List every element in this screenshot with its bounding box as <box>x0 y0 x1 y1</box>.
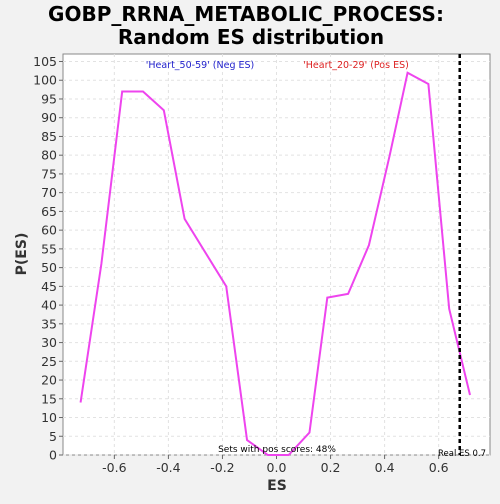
x-tick-label: 0.2 <box>321 460 341 475</box>
y-tick-label: 30 <box>41 335 57 350</box>
x-tick-label: -0.6 <box>102 460 126 475</box>
y-tick-label: 45 <box>41 279 57 294</box>
y-tick-label: 65 <box>41 204 57 219</box>
y-tick-label: 105 <box>33 54 57 69</box>
y-tick-label: 55 <box>41 241 57 256</box>
y-tick-label: 90 <box>41 110 57 125</box>
real-es-label: Real ES 0.7 <box>438 449 486 459</box>
y-tick-label: 70 <box>41 185 57 200</box>
y-tick-label: 95 <box>41 91 57 106</box>
y-tick-label: 85 <box>41 129 57 144</box>
y-tick-label: 20 <box>41 373 57 388</box>
x-axis-label: ES <box>267 478 287 494</box>
pos-es-label: 'Heart_20-29' (Pos ES) <box>303 60 409 71</box>
y-tick-label: 10 <box>41 410 57 425</box>
y-tick-label: 40 <box>41 298 57 313</box>
neg-es-label: 'Heart_50-59' (Neg ES) <box>146 60 255 71</box>
x-tick-label: 0.0 <box>267 460 287 475</box>
y-tick-label: 75 <box>41 166 57 181</box>
x-tick-label: -0.4 <box>156 460 180 475</box>
chart-title-line1: GOBP_RRNA_METABOLIC_PROCESS: <box>48 2 444 26</box>
y-tick-label: 50 <box>41 260 57 275</box>
x-tick-label: -0.2 <box>210 460 234 475</box>
y-tick-label: 5 <box>49 429 57 444</box>
chart-title-line2: Random ES distribution <box>118 25 384 49</box>
y-tick-label: 100 <box>33 73 57 88</box>
y-tick-label: 60 <box>41 223 57 238</box>
pos-scores-label: Sets with pos scores: 48% <box>218 445 336 455</box>
y-tick-label: 15 <box>41 391 57 406</box>
y-axis-label: P(ES) <box>14 233 30 276</box>
y-tick-label: 25 <box>41 354 57 369</box>
y-tick-label: 80 <box>41 148 57 163</box>
x-tick-label: 0.4 <box>375 460 395 475</box>
y-tick-label: 35 <box>41 316 57 331</box>
y-tick-label: 0 <box>49 448 57 463</box>
x-tick-label: 0.6 <box>429 460 449 475</box>
